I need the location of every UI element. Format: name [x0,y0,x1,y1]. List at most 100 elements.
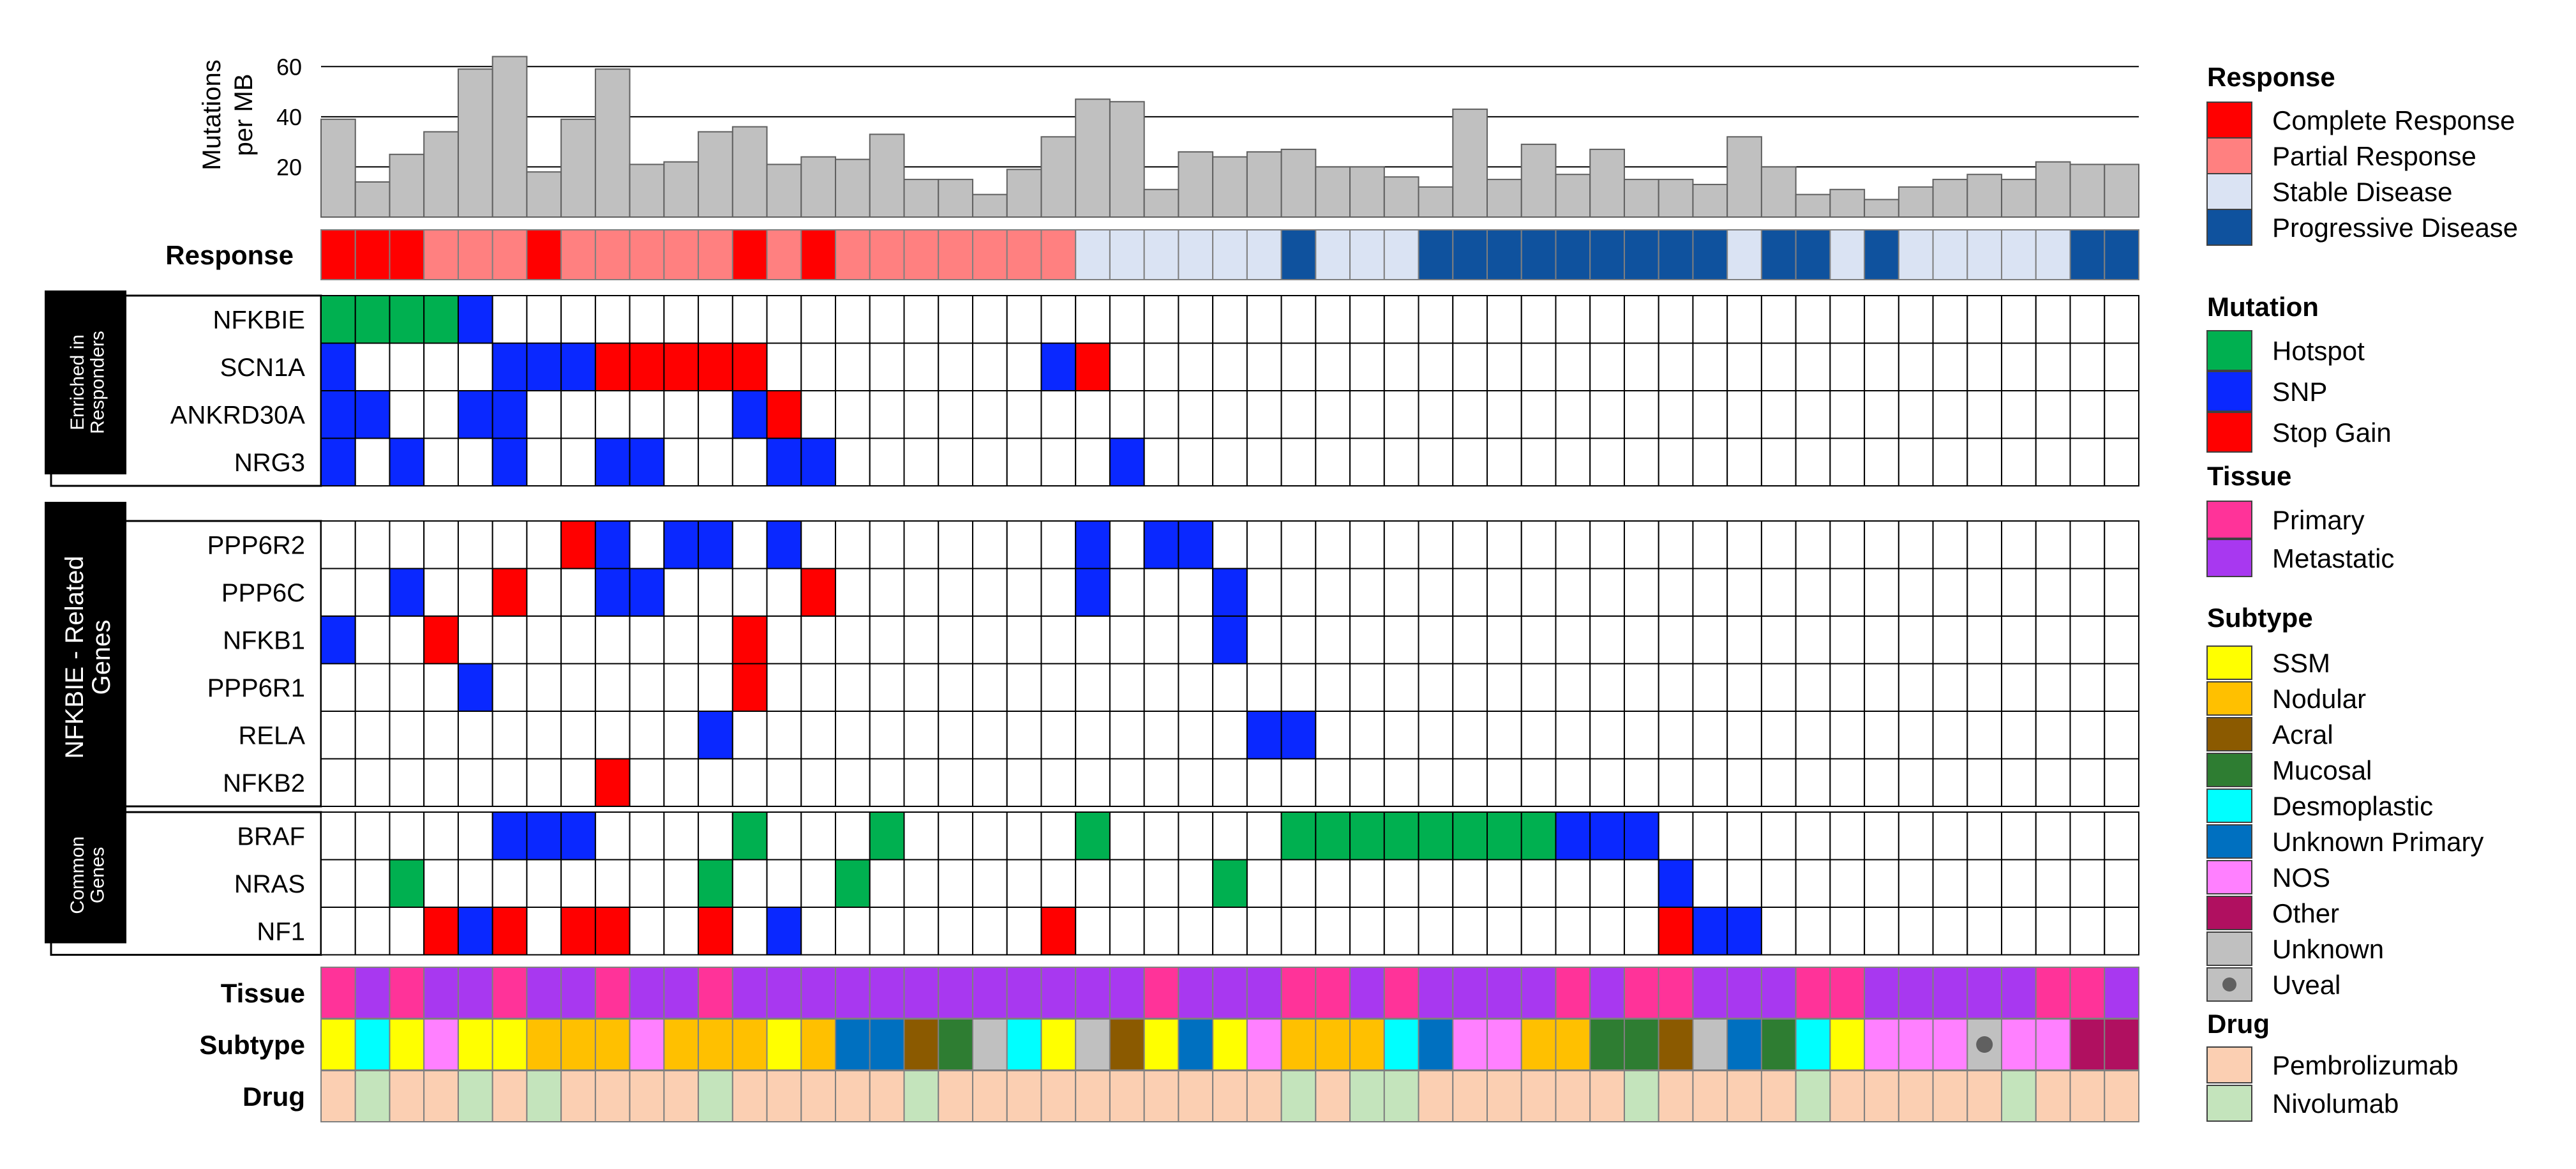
annotation-cell [1623,1018,1659,1071]
empty-cell [1898,758,1934,807]
empty-cell [1520,437,1557,486]
empty-cell [1315,907,1351,956]
empty-cell [1212,342,1248,391]
empty-cell [1932,615,1968,665]
empty-cell [2035,568,2071,617]
response-cell [526,229,562,280]
empty-cell [1520,520,1557,569]
annotation-cell [1315,1070,1351,1122]
tmb-bar [1589,148,1625,218]
empty-cell [903,520,940,569]
empty-cell [1006,811,1042,861]
empty-cell [1143,568,1179,617]
subtype-legend-swatch [2206,753,2252,787]
empty-cell [938,859,973,908]
empty-cell [800,342,837,391]
empty-cell [1280,520,1317,569]
empty-cell [1246,615,1282,665]
drug-legend-swatch [2206,1046,2252,1083]
empty-cell [1555,615,1591,665]
annotation-cell [938,1070,973,1122]
empty-cell [1795,437,1831,486]
subtype-legend-swatch [2206,788,2252,823]
empty-cell [389,520,425,569]
empty-cell [2035,907,2071,956]
empty-cell [1623,711,1659,760]
empty-cell [2104,295,2140,344]
empty-cell [423,859,459,908]
annotation-cell [2035,1070,2071,1122]
subtype-legend-title: Subtype [2207,603,2313,633]
empty-cell [1246,859,1282,908]
mutation-cell [698,859,733,908]
empty-cell [1795,907,1831,956]
response-legend-label: Progressive Disease [2272,213,2518,243]
empty-cell [1726,568,1762,617]
tmb-bar [1726,136,1762,218]
mutation-cell [1520,811,1557,861]
empty-cell [698,568,733,617]
subtype-legend-swatch [2206,681,2252,716]
mutation-cell [1658,859,1694,908]
gene-group-tab [45,502,126,813]
mutation-cell [1452,811,1488,861]
gene-group-label: Responders [87,331,109,434]
empty-cell [2069,520,2106,569]
empty-cell [1658,615,1694,665]
annotation-cell [1075,967,1111,1019]
empty-cell [1623,758,1659,807]
mutation-cell [698,342,733,391]
annotation-cell [1589,1070,1625,1122]
empty-cell [1178,859,1214,908]
empty-cell [1760,568,1797,617]
empty-cell [2001,615,2037,665]
empty-cell [731,907,768,956]
empty-cell [2104,342,2140,391]
annotation-cell [1520,967,1557,1019]
empty-cell [1726,437,1762,486]
annotation-cell [731,1018,768,1071]
empty-cell [389,663,425,712]
empty-cell [1932,663,1968,712]
empty-cell [1795,811,1831,861]
mutation-cell [1280,711,1317,760]
empty-cell [1246,520,1282,569]
response-cell [938,229,973,280]
empty-cell [1726,295,1762,344]
empty-cell [1383,615,1419,665]
annotation-cell [423,967,459,1019]
response-cell [1795,229,1831,280]
annotation-cell [1452,1070,1488,1122]
mutation-cell [594,758,631,807]
annotation-cell [457,967,493,1019]
mutation-cell [526,342,562,391]
gene-name: NRAS [234,870,305,898]
annotation-cell [698,1070,733,1122]
annotation-cell [1726,1018,1762,1071]
empty-cell [835,437,871,486]
empty-cell [1452,615,1488,665]
empty-cell [1692,568,1728,617]
tmb-bar [1383,176,1419,218]
response-cell [1520,229,1557,280]
empty-cell [1418,907,1454,956]
annotation-cell [2069,1018,2106,1071]
mutation-cell [594,437,631,486]
empty-cell [526,390,562,439]
annotation-cell [1383,1070,1419,1122]
annotation-row-label: Drug [243,1082,305,1112]
empty-cell [1829,859,1866,908]
mutation-cell [320,342,356,391]
mutation-cell [1040,342,1077,391]
tmb-ylabel-line1: Mutations [198,59,226,170]
mutation-cell [354,295,391,344]
tmb-bar [903,179,940,218]
empty-cell [731,859,768,908]
annotation-cell [1864,1018,1899,1071]
empty-cell [1726,615,1762,665]
annotation-cell [1246,1018,1282,1071]
empty-cell [1006,295,1042,344]
empty-cell [1143,437,1179,486]
empty-cell [1212,663,1248,712]
empty-cell [1692,342,1728,391]
